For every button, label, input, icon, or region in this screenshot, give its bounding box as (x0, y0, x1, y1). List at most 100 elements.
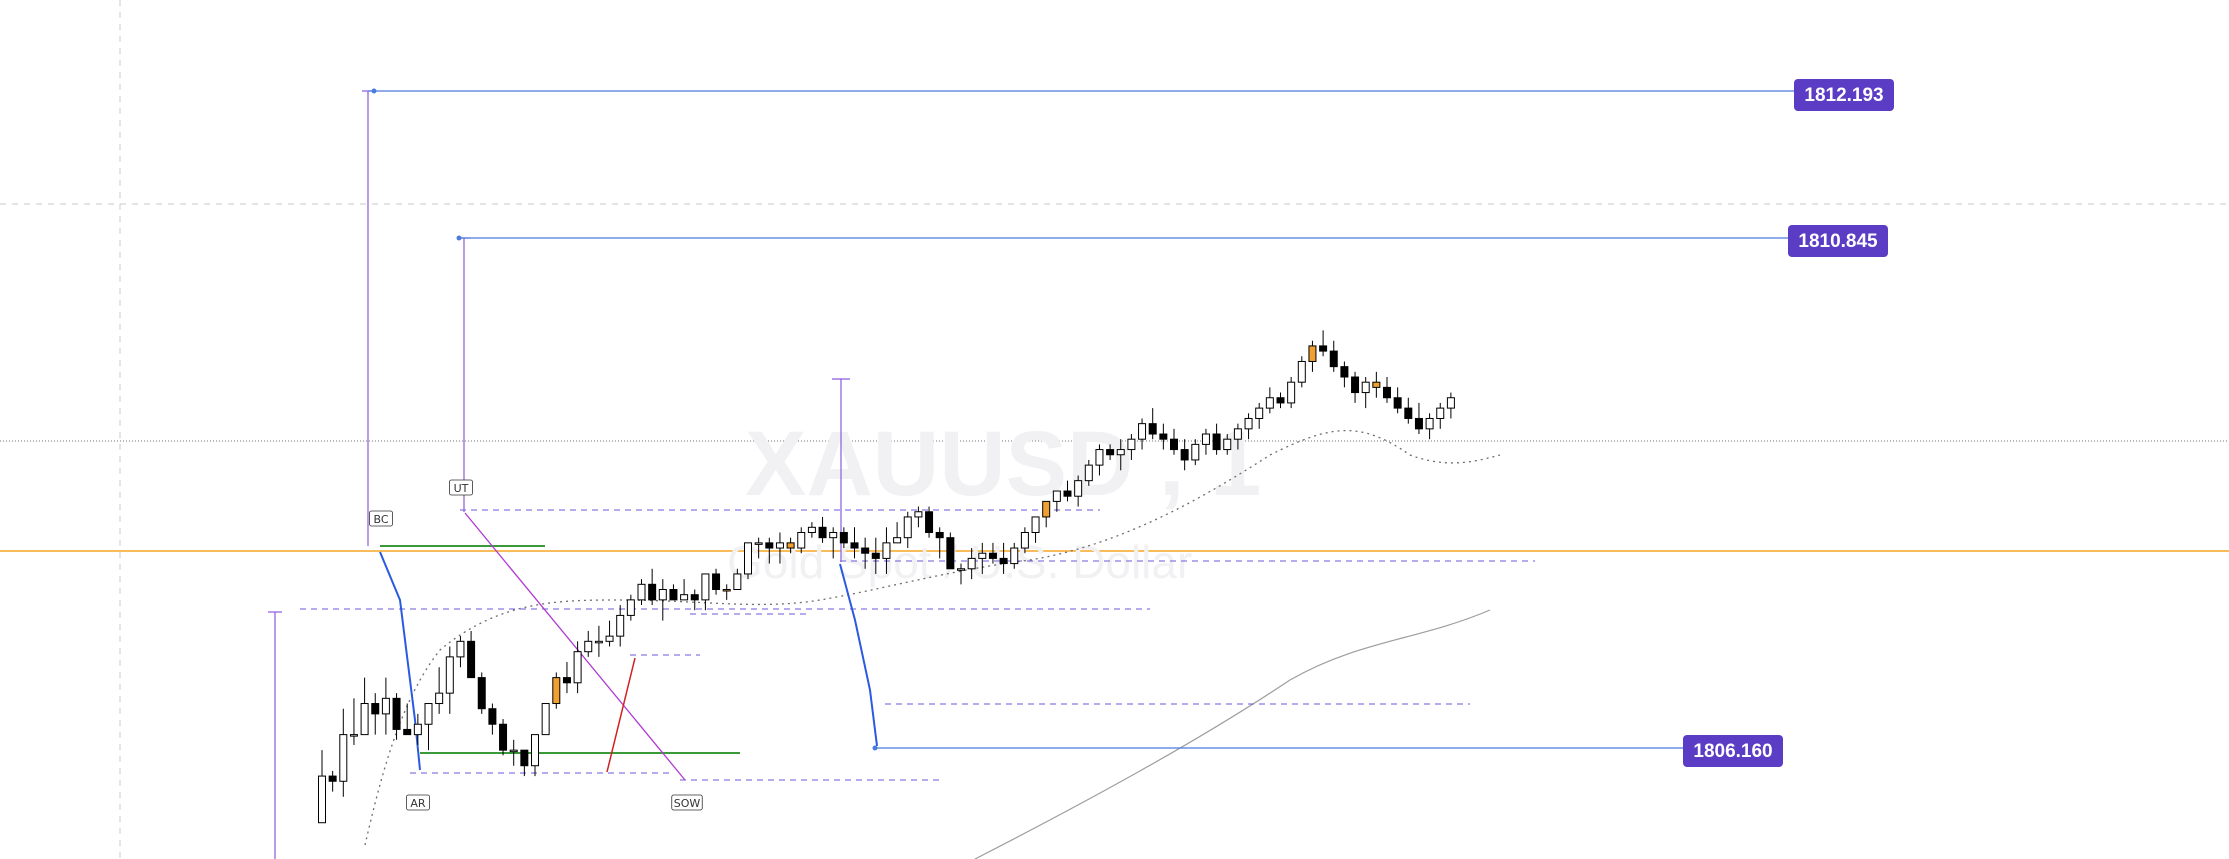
candle-body (775, 542, 784, 549)
candle-body (797, 531, 806, 549)
candle-body (871, 552, 880, 559)
candle-body (1297, 360, 1306, 383)
watermark-symbol: XAUUSD , 1 (745, 413, 1261, 515)
candle-body (339, 734, 348, 782)
candle-body (1180, 449, 1189, 461)
candle-body (861, 547, 870, 554)
candle-body (786, 542, 795, 549)
candle-body (626, 599, 635, 616)
candle-body (1074, 480, 1083, 497)
candle-body (424, 703, 433, 725)
candle-body (371, 703, 380, 715)
candle-body (1042, 500, 1051, 518)
candle-body (648, 583, 657, 601)
candle-body (1138, 423, 1147, 440)
candle-body (1372, 381, 1381, 388)
candle-body (1106, 449, 1115, 456)
candle-body (318, 775, 326, 824)
label-ar: AR (410, 797, 426, 810)
wyckoff-labels: BC UT AR SOW (369, 479, 703, 811)
candle-body (1191, 443, 1200, 461)
candle-body (488, 708, 497, 725)
candle-body (669, 589, 678, 601)
label-ut: UT (454, 482, 469, 495)
candle-body (690, 594, 699, 601)
candle-body (1319, 345, 1328, 352)
candle-body (999, 557, 1008, 565)
candle-body (882, 542, 891, 559)
candle-body (988, 552, 997, 559)
candle-body (914, 511, 923, 518)
candle-body (807, 526, 816, 533)
blue-swing-drop (839, 563, 878, 747)
candle-body (1446, 397, 1455, 409)
price-tag-box[interactable] (1794, 79, 1894, 111)
candle-body (733, 573, 742, 590)
candle-body (413, 723, 422, 736)
candle-body (573, 651, 582, 684)
price-tag-label: 1810.845 (1798, 231, 1878, 252)
candle-body (1159, 433, 1168, 440)
candle-body (637, 583, 646, 601)
candles-group (318, 330, 1455, 824)
candle-body (818, 526, 827, 539)
candle-body (584, 640, 593, 653)
candle-body (1436, 407, 1445, 419)
candle-body (1383, 386, 1391, 399)
candle-body (1329, 350, 1338, 368)
candle-body (893, 537, 902, 544)
candle-body (1425, 417, 1434, 430)
candle-body (360, 703, 369, 736)
price-tag-box[interactable] (1683, 735, 1783, 767)
candle-body (1265, 397, 1274, 409)
candle-body (403, 728, 412, 736)
candle-body (1233, 428, 1242, 440)
candle-body (1010, 547, 1019, 565)
candle-body (946, 537, 955, 570)
candle-body (541, 703, 550, 736)
dotted-moving-average (364, 429, 1501, 846)
candle-body (1063, 490, 1072, 497)
candle-body (935, 531, 944, 539)
label-sow-box (671, 794, 703, 811)
candle-body (957, 568, 965, 571)
label-sow: SOW (674, 797, 701, 810)
candle-body (349, 734, 358, 737)
price-tag-box[interactable] (1788, 225, 1888, 257)
candle-body (456, 640, 465, 658)
candle-body (594, 640, 603, 644)
symbol-watermark: XAUUSD , 1 Gold Spot / U.S. Dollar (727, 413, 1261, 588)
candle-body (445, 656, 454, 694)
label-ut-box (449, 479, 473, 496)
candle-body (712, 573, 721, 590)
candle-body (1361, 381, 1370, 394)
candle-body (499, 723, 508, 751)
candle-body (1404, 407, 1413, 419)
candle-body (829, 531, 838, 539)
candle-body (754, 542, 763, 545)
candle-body (477, 677, 486, 710)
candle-body (1020, 531, 1029, 549)
candle-body (1393, 397, 1402, 409)
candle-body (616, 614, 625, 637)
candle-body (467, 640, 476, 679)
candle-body (552, 677, 561, 705)
wyckoff-drawings[interactable] (268, 88, 1795, 859)
candle-body (1276, 397, 1285, 404)
price-tag-label: 1812.193 (1804, 85, 1883, 106)
candle-body (903, 516, 912, 539)
label-bc-box (369, 510, 393, 527)
candle-body (1116, 449, 1125, 456)
candle-body (1340, 366, 1349, 378)
candle-body (562, 677, 571, 684)
candle-body (925, 511, 934, 533)
label-bc: BC (373, 513, 388, 526)
price-tag-label: 1806.160 (1693, 741, 1772, 762)
candle-body (1212, 433, 1221, 451)
candle-body (328, 775, 337, 782)
candle-body (1127, 438, 1136, 451)
candle-body (1255, 407, 1264, 419)
label-ar-box (406, 794, 430, 811)
